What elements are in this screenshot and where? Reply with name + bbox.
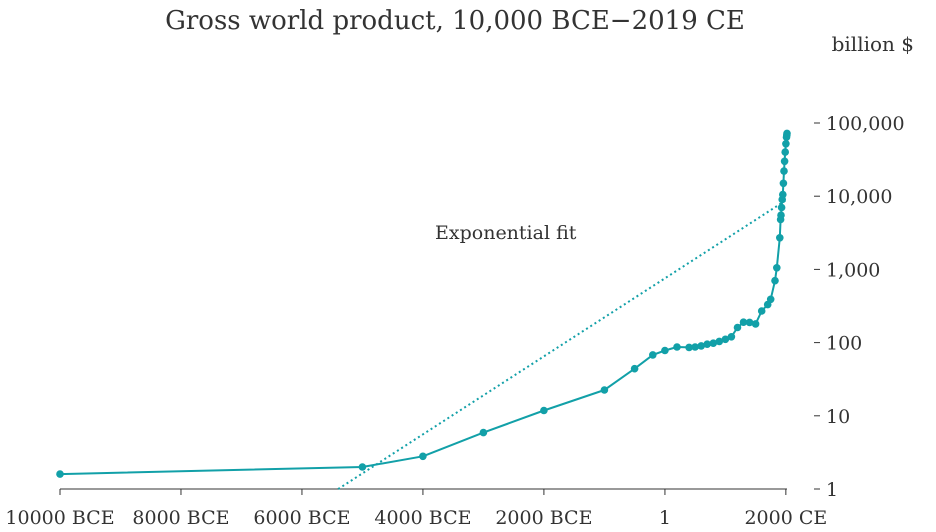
data-point xyxy=(780,167,788,175)
data-point xyxy=(540,406,548,415)
exponential-fit-line xyxy=(337,199,787,490)
data-point xyxy=(630,364,639,373)
data-point xyxy=(419,452,427,461)
x-tick-label: 4000 BCE xyxy=(374,507,471,529)
x-tick-label: 8000 BCE xyxy=(132,507,229,529)
data-point xyxy=(56,470,64,478)
data-point xyxy=(739,318,748,327)
y-tick-label: 100 xyxy=(826,333,862,355)
y-tick-label: 1 xyxy=(826,479,838,501)
data-point xyxy=(727,333,736,341)
data-point xyxy=(673,343,681,351)
y-tick-label: 100,000 xyxy=(826,113,905,135)
data-point xyxy=(757,307,766,315)
x-tick-label: 1 xyxy=(659,507,671,529)
annotation-label: Exponential fit xyxy=(435,222,577,244)
data-point xyxy=(709,339,718,348)
chart-title: Gross world product, 10,000 BCE−2019 CE xyxy=(165,6,745,36)
data-point xyxy=(771,276,779,285)
x-tick-label: 2000 BCE xyxy=(495,507,592,529)
data-point xyxy=(721,335,730,344)
x-tick-label: 2000 CE xyxy=(744,507,827,529)
data-point xyxy=(649,351,657,359)
data-point xyxy=(751,320,760,328)
annotation-layer: Exponential fit xyxy=(435,222,577,244)
data-point xyxy=(479,428,488,437)
data-point xyxy=(777,203,786,212)
series-layer xyxy=(56,129,791,490)
y-axis: 1 10 100 1,000 10,000 100,000 xyxy=(814,113,905,501)
data-point xyxy=(358,463,367,471)
data-point xyxy=(600,386,609,394)
data-point xyxy=(697,342,705,350)
data-point xyxy=(779,190,787,199)
data-point xyxy=(661,346,669,355)
y-tick-label: 10 xyxy=(826,406,850,428)
data-point xyxy=(781,148,789,156)
data-point xyxy=(776,234,784,242)
data-point xyxy=(782,140,790,148)
data-point xyxy=(766,295,775,304)
data-point xyxy=(779,179,788,188)
gwp-series-line xyxy=(59,133,788,476)
data-point xyxy=(685,343,693,352)
data-point xyxy=(773,264,781,272)
x-tick-label: 10000 BCE xyxy=(5,507,114,529)
data-point xyxy=(745,318,754,327)
data-point xyxy=(780,157,789,166)
data-point xyxy=(703,340,711,349)
data-point xyxy=(733,323,742,332)
data-point xyxy=(691,343,699,351)
y-tick-label: 10,000 xyxy=(826,186,892,208)
x-axis: 10000 BCE 8000 BCE 6000 BCE 4000 BCE 2000 BC… xyxy=(5,488,827,529)
x-tick-label: 6000 BCE xyxy=(253,507,350,529)
y-tick-label: 1,000 xyxy=(826,259,880,281)
y-axis-unit-label: billion $ xyxy=(832,32,914,56)
data-point xyxy=(783,129,791,138)
data-point xyxy=(777,211,785,219)
data-point xyxy=(715,337,724,346)
